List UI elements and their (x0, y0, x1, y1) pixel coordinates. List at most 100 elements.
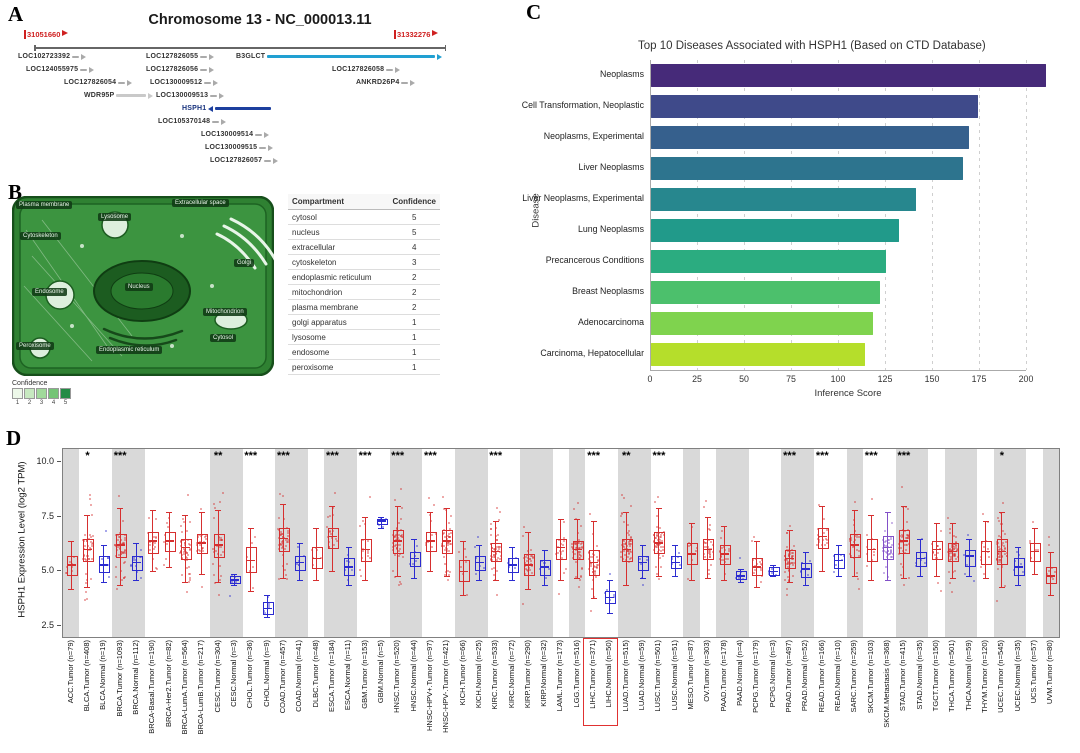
x-label-text: READ.Normal (n=10) (833, 640, 843, 712)
jitter-dot (492, 556, 495, 559)
jitter-dot (621, 542, 624, 545)
jitter-dot (529, 558, 532, 561)
jitter-dot (286, 563, 289, 566)
x-label: THCA.Tumor (n=501) (944, 640, 960, 752)
boxplot-group (667, 449, 683, 637)
jitter-dot (670, 557, 673, 560)
jitter-dot (575, 576, 578, 579)
jitter-dot (162, 564, 165, 567)
jitter-dot (890, 549, 893, 552)
whisker (952, 523, 954, 578)
jitter-dot (529, 554, 532, 557)
jitter-dot (398, 538, 400, 541)
jitter-dot (612, 594, 615, 597)
jitter-dot (427, 496, 430, 499)
x-label: BRCA.Tumor (n=1093) (111, 640, 127, 752)
jitter-dot (189, 572, 192, 575)
whisker (576, 518, 578, 578)
boxplot-group (145, 449, 161, 637)
jitter-dot (185, 591, 188, 593)
jitter-dot (953, 534, 956, 537)
whisker (723, 525, 725, 581)
jitter-dot (887, 554, 890, 557)
band-shading (454, 449, 488, 637)
box (834, 553, 846, 570)
flag-icon (394, 30, 396, 39)
whisker-cap (1015, 547, 1022, 549)
whisker-cap (868, 580, 875, 582)
x-label-text: THYM.Tumor (n=120) (980, 640, 990, 713)
jitter-dot (281, 545, 284, 548)
boxplot-group (716, 449, 732, 637)
boxplot-group (879, 449, 895, 637)
jitter-dot (576, 501, 579, 504)
gene-arrow-line (401, 81, 409, 84)
band-shading (389, 449, 423, 637)
jitter-dot (213, 573, 216, 576)
box (915, 551, 927, 567)
jitter-dot (563, 539, 566, 542)
whisker-cap (280, 577, 287, 579)
jitter-dot (296, 545, 299, 548)
x-label: ACC.Tumor (n=79) (62, 640, 78, 752)
jitter-dot (997, 560, 1000, 563)
x-label: KIRC.Tumor (n=533) (487, 640, 503, 752)
x-label-text: KIRC.Normal (n=72) (506, 640, 516, 709)
jitter-dot (587, 568, 590, 571)
whisker-cap (345, 584, 352, 586)
jitter-dot (954, 553, 957, 556)
jitter-dot (212, 502, 215, 505)
jitter-dot (440, 544, 443, 547)
jitter-dot (1050, 575, 1053, 578)
whisker-cap (753, 586, 760, 588)
median-line (507, 564, 517, 566)
jitter-dot (368, 556, 371, 559)
confidence-legend-title: Confidence (12, 380, 48, 387)
jitter-dot (998, 548, 1001, 551)
jitter-dot (562, 572, 565, 575)
confidence-cell: 3 (388, 254, 440, 270)
jitter-dot (331, 530, 334, 533)
table-row: cytosol 5 (288, 209, 440, 225)
jitter-dot (1002, 549, 1005, 552)
jitter-dot (954, 543, 957, 546)
jitter-dot (949, 547, 952, 550)
jitter-dot (116, 546, 119, 549)
jitter-dot (557, 538, 560, 541)
y-tick-label: 2.5 (41, 620, 54, 631)
whisker-cap (362, 516, 369, 518)
gene-label: WDR95P (84, 92, 115, 99)
jitter-dot (767, 571, 770, 574)
jitter-dot (661, 549, 664, 552)
confidence-level-number: 2 (27, 400, 32, 406)
jitter-dot (627, 550, 630, 553)
jitter-dot (596, 560, 599, 563)
box (197, 534, 209, 554)
jitter-dot (865, 533, 868, 536)
jitter-dot (463, 548, 466, 551)
jitter-dot (718, 549, 721, 552)
boxplot-group (455, 449, 471, 637)
bar-liver-neoplasms-experimental (651, 188, 917, 211)
x-label-text: SKCM.Tumor (n=103) (865, 640, 875, 714)
jitter-dot (728, 548, 731, 551)
jitter-dot (627, 523, 630, 526)
y-tick-mark (57, 461, 61, 463)
jitter-dot (155, 566, 158, 569)
whisker-cap (721, 580, 728, 582)
whisker-cap (411, 538, 418, 540)
median-line (883, 546, 893, 549)
whisker-cap (247, 591, 254, 593)
whisker-cap (819, 571, 826, 573)
jitter-dot (514, 566, 517, 569)
jitter-dot (221, 491, 224, 494)
jitter-dot (283, 536, 286, 539)
boxplot-group (373, 449, 389, 637)
jitter-dot (83, 598, 86, 601)
jitter-dot (1004, 540, 1007, 543)
x-label-text: ESCA.Tumor (n=184) (326, 640, 336, 713)
jitter-dot (200, 535, 203, 538)
gene-arrow-icon (148, 92, 154, 99)
jitter-dot (278, 492, 281, 495)
confidence-swatch (36, 388, 47, 399)
